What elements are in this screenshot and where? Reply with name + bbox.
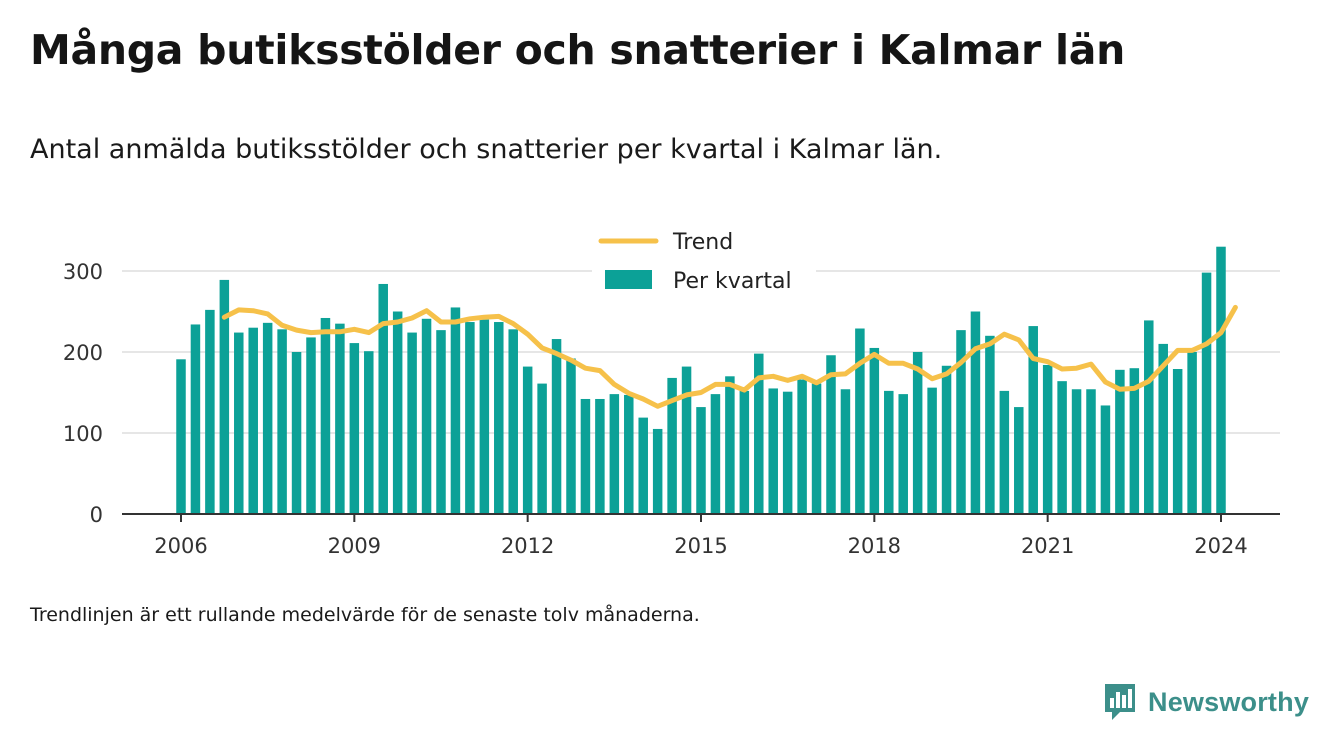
bar-47 [855,328,865,514]
bar-64 [1100,405,1111,514]
bar-14 [378,283,388,514]
bar-41 [768,388,778,514]
bar-35 [681,366,692,514]
chart-subtitle: Antal anmälda butiksstölder och snatteri… [30,134,943,165]
legend-bar-swatch [605,270,652,289]
bar-13 [364,351,374,514]
bar-71 [1201,272,1212,514]
x-tick-label-2018: 2018 [848,534,901,558]
axes: 0 100 200 300 2006 2009 2012 2015 2018 2021 2024 [63,260,1280,558]
bar-22 [494,322,504,514]
bar-16 [407,332,417,514]
bar-58 [1014,407,1024,514]
bar-1 [190,324,201,514]
bar-59 [1028,326,1038,514]
bar-27 [566,358,576,514]
y-tick-label-100: 100 [63,422,103,446]
bar-44 [811,383,822,514]
bar-6 [262,322,273,514]
bar-24 [522,366,533,514]
bar-56 [985,335,995,514]
footnote: Trendlinjen är ett rullande medelvärde f… [30,604,700,626]
bar-72 [1216,246,1226,514]
bar-12 [349,343,360,514]
bar-48 [869,347,880,514]
bar-69 [1172,369,1183,514]
bar-49 [884,390,894,514]
bar-57 [999,390,1010,514]
y-tick-label-200: 200 [63,341,103,365]
bar-34 [667,377,677,514]
legend-trend-label: Trend [672,230,733,255]
bar-26 [551,339,562,514]
bar-67 [1144,320,1154,514]
bar-43 [797,379,807,514]
bar-42 [782,391,793,514]
trend-series [221,304,1238,409]
bar-39 [739,390,750,514]
bar-37 [710,394,721,514]
bar-18 [436,330,446,514]
x-tick-label-2012: 2012 [501,534,554,558]
bar-61 [1057,381,1067,514]
chart-area: 0 100 200 300 2006 2009 2012 2015 2018 2021 2024 T… [62,226,1280,558]
bar-15 [392,311,403,514]
x-tick-label-2021: 2021 [1021,534,1074,558]
bar-8 [291,352,302,514]
bar-9 [306,337,316,514]
y-tick-label-300: 300 [63,260,103,284]
bar-31 [624,394,634,514]
chart-title: Många butiksstölder och snatterier i Kal… [30,26,1125,74]
bar-51 [912,352,923,514]
legend-bar-label: Per kvartal [673,269,792,294]
x-tick-label-2015: 2015 [674,534,727,558]
bar-50 [898,394,908,514]
bar-53 [941,365,952,514]
bar-29 [595,398,605,514]
bar-40 [754,353,764,514]
bar-63 [1086,389,1096,514]
bar-11 [335,323,345,514]
bar-45 [826,355,836,514]
bar-2 [205,309,215,514]
bar-5 [248,327,258,514]
bar-55 [970,311,981,514]
bar-20 [465,322,475,514]
bar-21 [479,319,490,514]
bar-54 [956,330,966,514]
bar-66 [1129,368,1140,514]
bar-68 [1158,343,1168,514]
bar-46 [840,389,851,514]
bar-0 [176,359,186,514]
bar-36 [696,407,706,514]
bar-65 [1115,369,1125,514]
bar-23 [508,329,518,514]
bar-28 [580,398,591,514]
bar-32 [638,417,648,514]
y-tick-label-0: 0 [90,503,103,527]
x-tick-label-2024: 2024 [1194,534,1247,558]
bar-3 [219,279,230,514]
bar-38 [725,376,735,514]
bar-19 [450,307,461,514]
bar-4 [234,332,244,514]
bar-10 [320,317,331,514]
bar-33 [652,428,663,514]
bar-7 [277,329,287,514]
bar-17 [421,318,432,514]
x-tick-label-2009: 2009 [328,534,381,558]
bar-30 [609,394,620,514]
bar-62 [1071,389,1082,514]
trend-line [221,304,1238,409]
brand-name: Newsworthy [1148,686,1310,717]
bar-52 [927,387,937,514]
bar-series [176,246,1226,514]
x-tick-label-2006: 2006 [154,534,207,558]
brand-logo: Newsworthy [1102,682,1309,722]
newsworthy-logo-icon [1105,684,1135,720]
bar-25 [537,383,547,514]
bar-70 [1187,352,1197,514]
legend: Trend Per kvartal [592,226,816,304]
bar-60 [1042,364,1053,514]
